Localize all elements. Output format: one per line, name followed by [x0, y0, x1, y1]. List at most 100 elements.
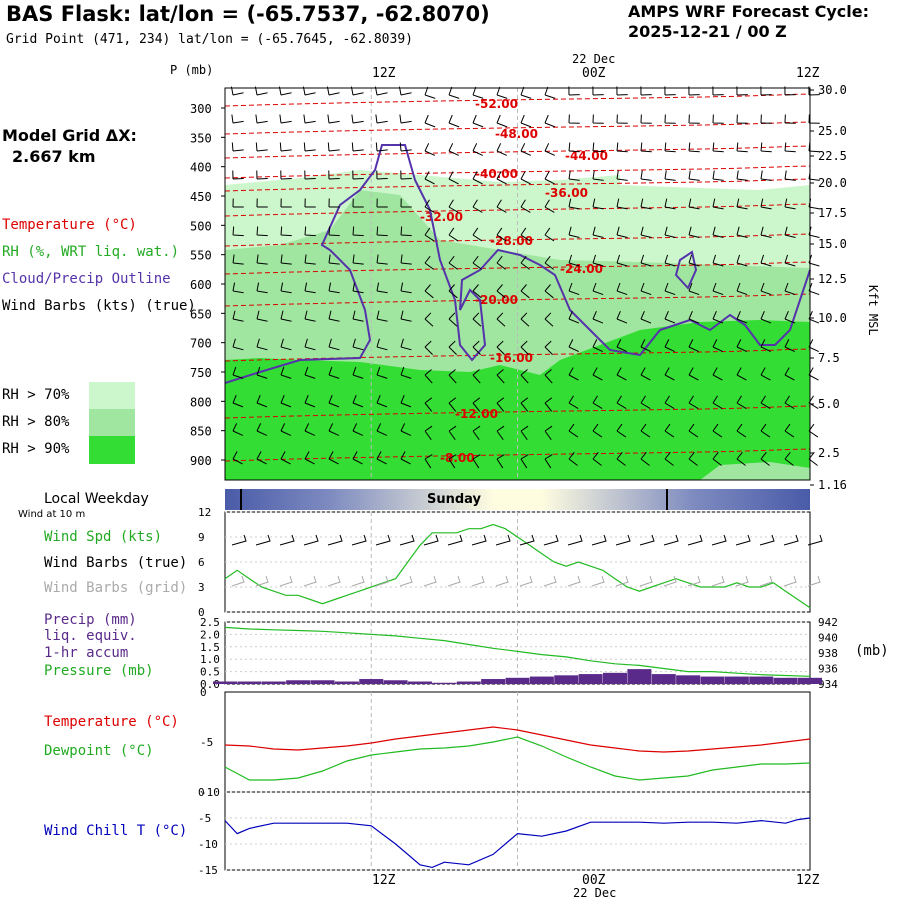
pressure-tick: 934 — [818, 678, 838, 691]
wind-barb — [496, 454, 505, 469]
wind-barb — [280, 310, 292, 322]
wind-barb — [784, 282, 796, 296]
precip-bar — [529, 676, 554, 684]
wind-barb — [304, 226, 316, 237]
wind-barb-true — [711, 534, 727, 546]
wind-barb — [736, 226, 748, 238]
wind-barb — [688, 114, 700, 124]
wind-barb — [784, 367, 795, 381]
temperature-contour — [224, 448, 811, 462]
wind-barb — [640, 339, 651, 353]
wind-barb-grid — [543, 575, 557, 587]
precip-bar — [603, 672, 627, 684]
wind-barb — [232, 451, 243, 465]
temperature-contour — [224, 261, 811, 275]
forecast-cycle-label: AMPS WRF Forecast Cycle: — [628, 2, 870, 21]
wind-barb — [592, 310, 604, 324]
wind-barb — [232, 366, 244, 379]
pressure-tick-label: 650 — [190, 307, 212, 321]
wind-barb — [784, 170, 796, 181]
weekday-day: Sunday — [427, 492, 482, 507]
wind-barb — [424, 199, 435, 213]
wind-barb — [664, 310, 676, 324]
wind-barb — [760, 310, 772, 324]
wind-barb — [376, 198, 388, 208]
wind-barb — [544, 425, 553, 441]
wind-barb — [640, 254, 652, 267]
wind-barb — [712, 226, 724, 238]
wind-barb — [375, 114, 388, 124]
wind-height-note: Wind at 10 m — [18, 509, 86, 520]
pressure-tick-label: 900 — [190, 454, 212, 468]
wind-barb — [448, 171, 459, 185]
time-bottom-12z-a: 12Z — [372, 873, 396, 888]
wind-barb — [256, 451, 267, 465]
wind-barb-grid — [711, 575, 725, 587]
wind-barb — [327, 114, 340, 124]
wind-barb — [352, 310, 364, 322]
wind-barb — [472, 284, 482, 299]
wind-spd-tick: 0 — [198, 606, 205, 619]
pressure-tick-label: 600 — [190, 278, 212, 292]
precip-bar — [408, 681, 432, 684]
wind-barb — [640, 170, 652, 181]
wind-barb — [784, 142, 796, 153]
forecast-cycle-value: 2025-12-21 / 00 Z — [628, 22, 787, 41]
wind-barbs-10m — [231, 534, 823, 587]
wind-barb-true — [303, 534, 319, 546]
wind-barb — [376, 394, 388, 408]
wind-barb — [256, 226, 268, 237]
wind-barb — [568, 310, 580, 324]
wind-barb-true — [543, 534, 559, 546]
wind-barb — [232, 254, 244, 265]
wind-barb — [688, 339, 699, 353]
wind-barb-grid — [615, 575, 629, 587]
wind-barb — [688, 451, 698, 466]
wind-barb — [448, 114, 460, 128]
wind-spd-line — [224, 523, 811, 609]
wind-barb — [256, 282, 268, 294]
wind-barb — [568, 282, 580, 296]
wind-barb — [327, 142, 340, 152]
wind-barb — [376, 423, 388, 436]
wind-barb — [376, 254, 388, 265]
wind-barb — [640, 395, 651, 410]
time-top-12z-b: 12Z — [796, 66, 820, 81]
wind-barb — [664, 367, 675, 381]
wind-spd-tick: 3 — [198, 581, 205, 594]
wind-barb — [616, 367, 627, 381]
wind-barb-grid — [279, 575, 293, 587]
pressure-unit: (mb) — [855, 643, 889, 659]
wind-barb — [448, 284, 458, 299]
wind-barb — [640, 451, 650, 466]
wind-barb — [592, 254, 604, 267]
wind-barb — [664, 451, 674, 466]
wind-barb — [472, 227, 483, 242]
wind-barb-true — [663, 534, 679, 546]
wind-barb — [736, 170, 748, 181]
wind-barb — [736, 282, 748, 296]
wind-barb — [496, 397, 505, 412]
wind-barb — [616, 451, 626, 466]
wind-barb — [616, 226, 628, 238]
wind-barb — [760, 226, 772, 238]
wind-barb — [664, 282, 676, 296]
wind-barb — [760, 451, 770, 466]
wind-barb — [664, 339, 675, 353]
precip-bar — [505, 677, 530, 684]
pressure-tick-label: 750 — [190, 366, 212, 380]
wind-barb — [328, 226, 340, 237]
wind-barb — [760, 282, 772, 296]
wind-barb — [448, 199, 459, 213]
wind-barb — [520, 227, 531, 242]
cross-section-frame — [224, 87, 811, 481]
height-tick-label: 10.0 — [818, 311, 847, 325]
wind-barb — [784, 226, 796, 238]
precip-label: Precip (mm) — [44, 612, 137, 628]
wind-barb-grid — [495, 575, 509, 587]
wind-barb-grid — [423, 575, 437, 587]
wind-barb — [496, 114, 508, 128]
height-tick-label: 2.5 — [818, 446, 840, 460]
pressure-tick-label: 800 — [190, 395, 212, 409]
wind-barb-grid — [567, 575, 581, 587]
